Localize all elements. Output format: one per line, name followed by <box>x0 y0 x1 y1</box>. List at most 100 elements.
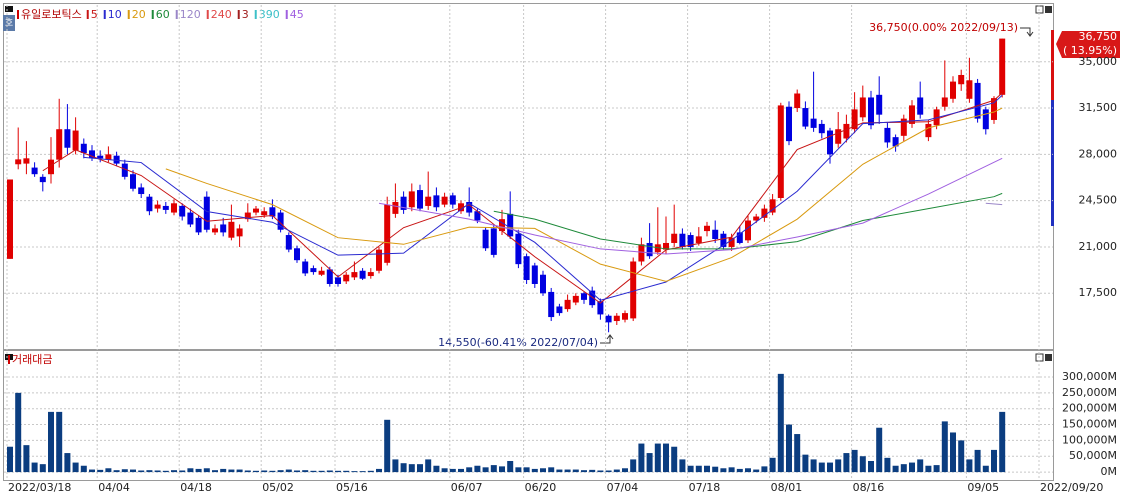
volume-bar <box>171 470 177 473</box>
volume-bar <box>482 467 489 473</box>
candle-body <box>892 137 899 147</box>
volume-bar <box>974 449 981 473</box>
candle-body <box>335 277 341 284</box>
volume-bar <box>572 469 579 473</box>
candle-body <box>597 301 604 315</box>
candle-body <box>154 204 161 209</box>
volume-bar <box>654 443 661 473</box>
candle-body <box>802 108 809 127</box>
volume-bar <box>261 470 268 473</box>
candle-body <box>318 270 325 275</box>
volume-bar <box>138 470 145 473</box>
legend-marker <box>206 10 209 19</box>
candle-body <box>966 80 973 99</box>
volume-bar <box>220 468 227 473</box>
volume-bar <box>269 470 276 473</box>
volume-bar <box>474 465 481 473</box>
volume-bar <box>622 468 628 473</box>
volume-bar <box>736 468 743 473</box>
candle-body <box>572 295 579 303</box>
x-tick-label: 09/05 <box>967 481 999 494</box>
volume-bar <box>417 464 423 473</box>
x-tick-label: 2022/03/18 <box>8 481 71 494</box>
volume-bar <box>310 470 317 473</box>
volume-bar <box>425 459 432 473</box>
candle-body <box>212 228 218 233</box>
high-arrow <box>1020 27 1034 37</box>
candle-body <box>425 196 432 206</box>
candle-body <box>704 225 710 232</box>
volume-bar <box>933 465 940 473</box>
volume-bar <box>56 411 63 473</box>
candle-body <box>187 212 194 225</box>
legend-label: 45 <box>290 8 304 21</box>
candle-body <box>277 212 284 230</box>
candle-body <box>523 256 530 281</box>
moving-average-line <box>165 107 1003 282</box>
volume-bar <box>704 465 710 473</box>
volume-bar <box>646 453 653 473</box>
y-tick-label: 35,000 <box>1079 55 1118 68</box>
side-button[interactable] <box>3 15 15 31</box>
y-tick-label: 150,000M <box>1062 418 1117 431</box>
candle-body <box>7 179 13 259</box>
volume-bar <box>433 465 440 473</box>
volume-bar <box>458 468 464 473</box>
volume-bar <box>941 421 948 473</box>
candle-body <box>89 150 95 159</box>
window-button[interactable] <box>1045 354 1052 361</box>
volume-bar <box>827 462 833 473</box>
x-tick-label: 2022/09/20 <box>1040 481 1103 494</box>
legend-label: 120 <box>180 8 201 21</box>
volume-bar <box>154 470 161 473</box>
candle-body <box>195 217 202 233</box>
candle-body <box>474 211 481 221</box>
last-price: 36,750 <box>1079 30 1118 43</box>
candle-body <box>121 163 128 177</box>
window-button[interactable] <box>1045 6 1052 13</box>
volume-bar <box>499 466 505 473</box>
volume-bar <box>490 465 497 473</box>
volume-bar <box>392 459 399 473</box>
volume-bar <box>589 469 596 473</box>
x-tick-label: 08/16 <box>853 481 885 494</box>
volume-bar <box>80 465 87 473</box>
legend-marker <box>175 10 178 19</box>
volume-bar <box>130 469 136 473</box>
volume-bar <box>999 411 1006 473</box>
legend-label: 240 <box>211 8 232 21</box>
volume-title: 거래대금 <box>12 353 52 366</box>
volume-bar <box>15 392 22 473</box>
candle-body <box>326 269 333 284</box>
candle-body <box>827 130 833 155</box>
change-percent: ( 13.95%) <box>1063 44 1117 57</box>
y-tick-label: 100,000M <box>1062 433 1117 446</box>
volume-bar <box>892 465 899 473</box>
volume-bar <box>613 469 620 473</box>
candle-body <box>884 127 891 143</box>
volume-bar <box>761 466 768 473</box>
candle-body <box>236 228 243 237</box>
volume-bar <box>326 470 333 473</box>
candle-body <box>244 212 251 220</box>
candle-body <box>999 38 1006 95</box>
candle-body <box>105 154 112 160</box>
moving-average-line <box>985 202 1003 206</box>
legend: 유일로보틱스 5 10 20 60 120 240 3 390 45 <box>17 7 304 21</box>
candle-body <box>138 187 145 195</box>
candle-body <box>179 205 186 217</box>
volume-bar <box>179 470 186 473</box>
candle-body <box>343 274 350 282</box>
candle-body <box>23 158 30 164</box>
volume-bar <box>769 457 776 473</box>
candle-body <box>909 105 915 124</box>
candle-body <box>753 216 760 221</box>
volume-bar <box>64 453 71 473</box>
volume-bar <box>48 411 54 473</box>
volume-bar <box>950 432 956 473</box>
legend-label: 3 <box>242 8 249 21</box>
y-tick-label: 24,500 <box>1079 194 1118 207</box>
candle-body <box>269 207 276 217</box>
side-button-label[interactable]: 호 <box>5 18 13 29</box>
